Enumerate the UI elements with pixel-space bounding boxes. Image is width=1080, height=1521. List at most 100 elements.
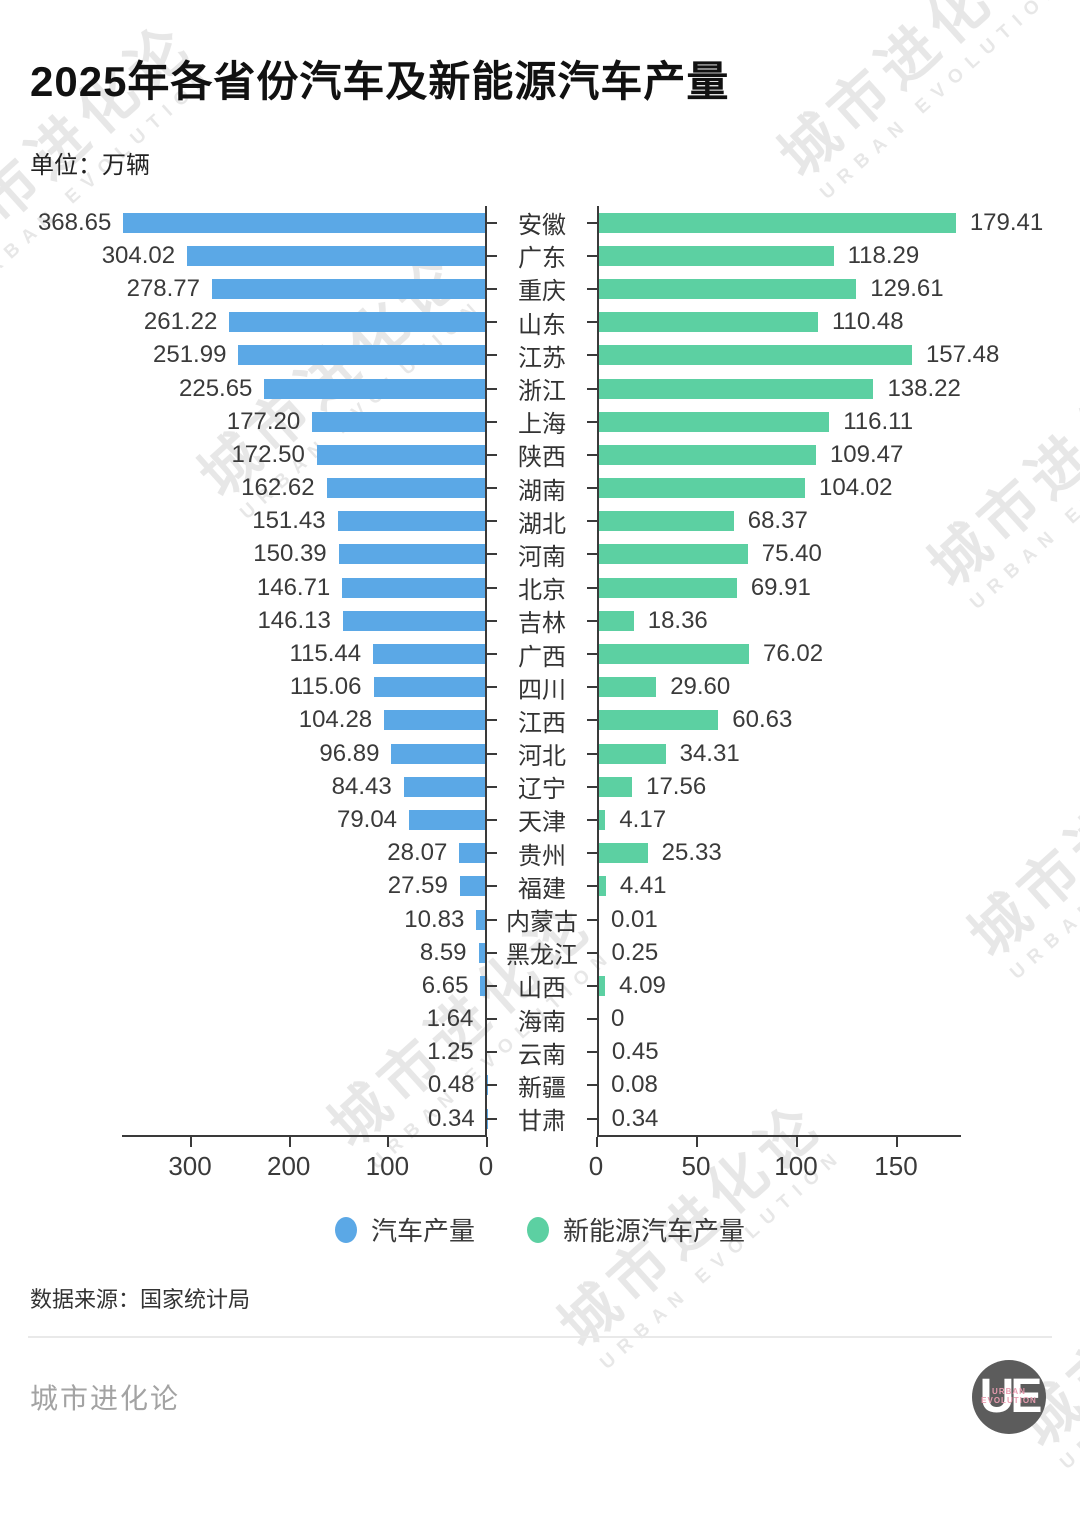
auto-cell: 27.59 <box>0 872 487 900</box>
province-cell: 四川 <box>487 671 597 704</box>
auto-value-label: 8.59 <box>420 939 467 967</box>
auto-cell: 8.59 <box>0 939 487 967</box>
nev-value-label: 179.41 <box>970 209 1043 237</box>
auto-bar <box>404 777 487 797</box>
axis-tick-label: 150 <box>874 1151 917 1182</box>
auto-value-label: 115.44 <box>290 640 362 668</box>
axis-tick-label: 100 <box>774 1151 817 1182</box>
auto-value-label: 1.64 <box>427 1005 474 1033</box>
auto-cell: 96.89 <box>0 740 487 768</box>
nev-bar <box>597 677 656 697</box>
axis-tick: 50 <box>696 1137 698 1147</box>
axis-tick: 0 <box>486 1137 488 1147</box>
auto-bar <box>338 511 487 531</box>
province-cell: 吉林 <box>487 604 597 637</box>
province-label: 天津 <box>518 802 566 837</box>
auto-bar <box>460 876 487 896</box>
nev-value-label: 68.37 <box>748 507 808 535</box>
nev-cell: 116.11 <box>597 408 1080 436</box>
auto-bar <box>212 279 487 299</box>
nev-value-label: 138.22 <box>887 375 960 403</box>
nev-bar <box>597 279 856 299</box>
auto-cell: 368.65 <box>0 209 487 237</box>
nev-value-label: 29.60 <box>670 673 730 701</box>
auto-bar <box>327 478 487 498</box>
province-cell: 天津 <box>487 803 597 836</box>
province-label: 江苏 <box>518 338 566 373</box>
province-cell: 黑龙江 <box>487 936 597 969</box>
auto-bar <box>123 213 487 233</box>
nev-cell: 18.36 <box>597 607 1080 635</box>
auto-cell: 162.62 <box>0 474 487 502</box>
auto-value-label: 368.65 <box>38 209 111 237</box>
axis-tick-label: 0 <box>589 1151 603 1182</box>
nev-cell: 68.37 <box>597 507 1080 535</box>
province-cell: 湖北 <box>487 505 597 538</box>
auto-bar <box>342 578 487 598</box>
nev-cell: 179.41 <box>597 209 1080 237</box>
province-label: 辽宁 <box>518 769 566 804</box>
province-cell: 辽宁 <box>487 770 597 803</box>
auto-cell: 0.48 <box>0 1071 487 1099</box>
auto-cell: 115.06 <box>0 673 487 701</box>
province-label: 河南 <box>518 537 566 572</box>
auto-cell: 146.71 <box>0 574 487 602</box>
nev-value-label: 157.48 <box>926 341 999 369</box>
nev-cell: 0.34 <box>597 1105 1080 1133</box>
province-cell: 海南 <box>487 1003 597 1036</box>
nev-cell: 129.61 <box>597 275 1080 303</box>
ue-logo: UE URBAN EVOLUTION <box>972 1360 1046 1434</box>
page-title: 2025年各省份汽车及新能源汽车产量 <box>30 48 1050 109</box>
province-label: 江西 <box>518 703 566 738</box>
province-cell: 河南 <box>487 538 597 571</box>
nev-cell: 60.63 <box>597 706 1080 734</box>
legend-dot-auto-icon <box>335 1217 357 1243</box>
auto-cell: 151.43 <box>0 507 487 535</box>
nev-cell: 4.17 <box>597 806 1080 834</box>
auto-bar <box>317 445 487 465</box>
nev-value-label: 109.47 <box>830 441 903 469</box>
auto-cell: 150.39 <box>0 540 487 568</box>
auto-value-label: 0.34 <box>428 1105 475 1133</box>
nev-bar <box>597 478 805 498</box>
nev-cell: 0.25 <box>597 939 1080 967</box>
province-label: 河北 <box>518 736 566 771</box>
auto-cell: 28.07 <box>0 839 487 867</box>
auto-bar <box>374 677 488 697</box>
auto-bar <box>312 412 487 432</box>
auto-bar <box>229 312 487 332</box>
auto-bar <box>409 810 487 830</box>
province-label: 海南 <box>518 1002 566 1037</box>
province-cell: 广西 <box>487 637 597 670</box>
auto-value-label: 0.48 <box>428 1071 475 1099</box>
nev-bar <box>597 777 632 797</box>
nev-cell: 109.47 <box>597 441 1080 469</box>
nev-value-label: 69.91 <box>751 574 811 602</box>
nev-bar <box>597 611 634 631</box>
auto-value-label: 150.39 <box>253 540 326 568</box>
nev-bar <box>597 412 829 432</box>
legend-dot-nev-icon <box>527 1217 549 1243</box>
auto-bar <box>339 544 487 564</box>
auto-cell: 10.83 <box>0 906 487 934</box>
auto-bar <box>373 644 487 664</box>
footer: 城市进化论 UE URBAN EVOLUTION <box>30 1360 1046 1434</box>
nev-bar <box>597 312 818 332</box>
unit-label: 单位：万辆 <box>30 145 1050 180</box>
nev-value-label: 75.40 <box>762 540 822 568</box>
auto-cell: 84.43 <box>0 773 487 801</box>
nev-value-label: 18.36 <box>648 607 708 635</box>
province-label: 湖北 <box>518 504 566 539</box>
nev-bar <box>597 511 734 531</box>
province-cell: 山西 <box>487 969 597 1002</box>
auto-value-label: 172.50 <box>231 441 304 469</box>
